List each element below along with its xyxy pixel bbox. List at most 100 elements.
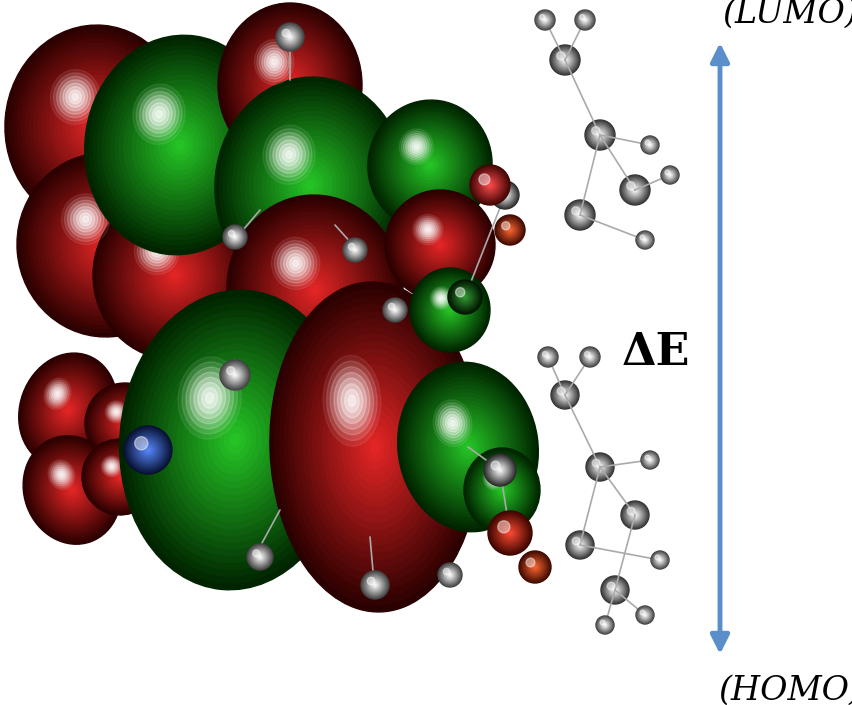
Ellipse shape [56, 473, 88, 508]
Ellipse shape [279, 144, 298, 166]
Ellipse shape [573, 209, 586, 221]
Ellipse shape [275, 146, 344, 224]
Ellipse shape [255, 552, 265, 562]
Ellipse shape [444, 569, 456, 581]
Ellipse shape [642, 238, 646, 242]
Ellipse shape [657, 558, 661, 563]
Ellipse shape [193, 386, 277, 494]
Ellipse shape [637, 608, 652, 623]
Ellipse shape [629, 510, 640, 520]
Ellipse shape [65, 197, 106, 241]
Ellipse shape [106, 402, 126, 422]
Ellipse shape [496, 520, 523, 547]
Ellipse shape [105, 460, 118, 473]
Ellipse shape [61, 403, 75, 418]
Ellipse shape [279, 251, 351, 329]
Ellipse shape [218, 3, 361, 167]
Ellipse shape [501, 192, 508, 199]
Ellipse shape [260, 51, 320, 118]
Ellipse shape [433, 290, 449, 307]
Ellipse shape [647, 142, 652, 147]
Ellipse shape [580, 16, 588, 24]
Ellipse shape [186, 367, 233, 429]
Ellipse shape [393, 127, 466, 203]
Ellipse shape [561, 393, 567, 398]
Ellipse shape [149, 110, 210, 180]
Ellipse shape [503, 223, 516, 237]
Ellipse shape [63, 480, 81, 500]
Ellipse shape [543, 352, 552, 362]
Ellipse shape [282, 29, 290, 37]
Ellipse shape [205, 393, 213, 403]
Ellipse shape [589, 457, 610, 477]
Ellipse shape [455, 288, 474, 307]
Ellipse shape [53, 465, 70, 484]
Ellipse shape [597, 465, 601, 469]
Ellipse shape [412, 142, 420, 152]
Ellipse shape [493, 464, 505, 476]
Ellipse shape [348, 244, 360, 256]
Ellipse shape [228, 231, 234, 237]
Ellipse shape [642, 452, 657, 468]
Ellipse shape [500, 221, 519, 240]
Ellipse shape [607, 582, 622, 598]
Ellipse shape [392, 307, 398, 313]
Ellipse shape [534, 10, 555, 30]
Ellipse shape [538, 347, 557, 367]
Ellipse shape [470, 455, 532, 525]
Ellipse shape [37, 374, 99, 446]
Ellipse shape [106, 463, 134, 491]
Ellipse shape [30, 443, 114, 537]
Ellipse shape [322, 364, 427, 529]
Ellipse shape [576, 541, 583, 548]
Ellipse shape [620, 176, 648, 204]
Ellipse shape [603, 624, 606, 626]
Ellipse shape [248, 545, 272, 569]
Ellipse shape [66, 407, 70, 412]
Ellipse shape [424, 283, 475, 337]
Ellipse shape [26, 48, 164, 202]
Ellipse shape [347, 242, 363, 258]
Ellipse shape [139, 92, 179, 137]
Ellipse shape [494, 215, 524, 245]
Ellipse shape [142, 95, 176, 133]
Ellipse shape [501, 525, 518, 541]
Ellipse shape [637, 233, 652, 247]
Ellipse shape [90, 388, 159, 458]
Ellipse shape [254, 39, 294, 85]
Ellipse shape [636, 231, 653, 249]
Ellipse shape [643, 614, 645, 616]
Ellipse shape [346, 402, 403, 492]
Ellipse shape [641, 236, 648, 244]
Ellipse shape [435, 408, 499, 486]
Ellipse shape [81, 220, 129, 270]
Ellipse shape [665, 170, 669, 175]
Ellipse shape [533, 566, 535, 568]
Ellipse shape [573, 539, 585, 551]
Ellipse shape [209, 406, 261, 474]
Ellipse shape [472, 458, 531, 522]
Ellipse shape [274, 247, 354, 333]
Ellipse shape [233, 235, 237, 239]
Ellipse shape [71, 204, 101, 235]
Ellipse shape [494, 518, 525, 548]
Ellipse shape [486, 457, 512, 483]
Ellipse shape [67, 485, 77, 495]
Ellipse shape [555, 386, 574, 405]
Ellipse shape [77, 216, 133, 274]
Ellipse shape [373, 106, 486, 224]
Ellipse shape [481, 467, 522, 513]
Ellipse shape [441, 567, 458, 583]
Ellipse shape [317, 357, 432, 537]
Ellipse shape [644, 140, 649, 145]
Ellipse shape [554, 384, 575, 405]
Ellipse shape [642, 137, 657, 153]
Ellipse shape [108, 205, 242, 345]
Ellipse shape [34, 372, 101, 449]
Ellipse shape [106, 60, 253, 230]
Ellipse shape [383, 299, 406, 321]
Ellipse shape [540, 350, 554, 364]
Ellipse shape [526, 558, 534, 567]
Ellipse shape [141, 240, 208, 309]
Ellipse shape [458, 436, 477, 458]
